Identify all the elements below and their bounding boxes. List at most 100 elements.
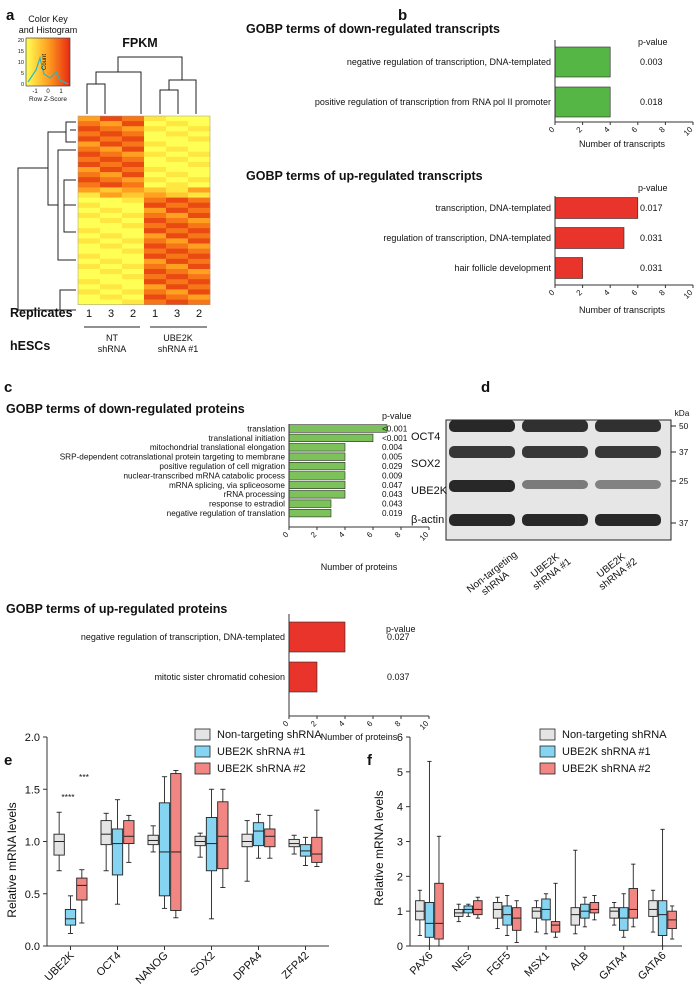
proteins-down-pvalue: 0.004 [382,443,403,452]
proteins-up-pvalue: 0.037 [387,672,410,682]
proteins-up-label: negative regulation of transcription, DN… [81,632,285,642]
heatmap-cell [78,279,101,285]
heatmap-cell [100,151,123,158]
heatmap-cell [100,289,123,295]
kda-marker: 37 [679,518,689,528]
heatmap-cell [166,187,189,193]
heatmap-cell [144,177,167,183]
proteins-down-pvalue: 0.043 [382,500,403,509]
heatmap-cell [100,218,123,224]
transcripts-up-title: GOBP terms of up-regulated transcripts [246,169,483,183]
heatmap-cell [188,172,211,178]
proteins-down-bar [288,452,346,461]
panel-f-letter: f [367,752,373,769]
panel-f-ytick-label: 3 [397,837,403,849]
heatmap-cell [166,121,189,127]
heatmap-cell [100,197,123,203]
heatmap-cell [166,223,189,229]
proteins-up-bar [288,661,318,693]
heatmap-cell [166,197,189,203]
panel-f-ytick-label: 4 [397,802,403,814]
transcripts-down-xlabel: Number of transcripts [579,139,666,149]
panel-a: a Color Key and Histogram Count 0 5 10 1… [6,7,211,354]
proteins-down-title: GOBP terms of down-regulated proteins [6,402,245,416]
heatmap-cell [166,274,189,280]
heatmap-cell [188,299,211,305]
column-dendrogram [86,56,197,114]
heatmap-cell [188,248,211,254]
heatmap-cell [166,177,189,183]
proteins-up-xlabel: Number of proteins [321,732,398,742]
heatmap-cell [144,131,167,137]
heatmap-cell [100,156,123,163]
heatmap-cell [78,151,101,158]
panel-f-box [550,921,561,933]
protein-label: SOX2 [411,458,440,470]
heatmap-cell [100,187,123,193]
heatmap-cell [144,146,167,152]
heatmap-cell [144,274,167,280]
heatmap-cell [78,284,101,290]
heatmap-cell [78,161,101,168]
heatmap-cell [166,126,189,132]
panel-e-box [147,834,159,846]
color-key-subtitle: and Histogram [19,25,78,35]
blot-protein-labels: OCT4 SOX2 UBE2K β-actin [411,431,448,526]
proteins-up-pheader: p-value [386,624,416,634]
heatmap-cell [166,253,189,260]
replicate-number: 1 [86,308,92,320]
transcripts-up-xlabel: Number of transcripts [579,305,666,315]
heatmap-cell [78,202,101,209]
panel-b-letter: b [398,7,407,24]
heatmap-cell [188,289,211,295]
heatmap-cell [188,263,211,270]
heatmap-cell [78,167,101,173]
transcripts-up-label: regulation of transcription, DNA-templat… [383,233,551,243]
heatmap-cell [166,116,189,122]
replicate-number: 1 [152,308,158,320]
panel-e-box [194,835,206,847]
transcripts-down-label: positive regulation of transcription fro… [315,97,551,107]
panel-e-box [299,844,312,857]
heatmap-cell [144,121,167,127]
legend-swatch [539,745,556,758]
heatmap-cell [166,289,189,295]
proteins-down-pvalue: <0.001 [382,424,408,433]
heatmap-cell [188,228,211,234]
heatmap-cell [144,192,167,198]
legend-label: Non-targeting shRNA [562,729,667,741]
panel-e-box [217,801,229,870]
proteins-up-ticklabel: 2 [309,719,319,729]
proteins-down-label: negative regulation of translation [167,509,286,518]
legend-swatch [194,745,211,758]
heatmap-cell [78,172,101,178]
heatmap-cell [144,187,167,193]
heatmap-cell [78,212,101,219]
panel-f-box [570,907,581,926]
blot-band [522,480,588,489]
heatmap-cell [166,212,189,219]
heatmap-cell [144,151,167,158]
heatmap-cell [188,233,211,239]
transcripts-up-ticklabel: 10 [682,288,695,301]
proteins-down-bar [288,424,388,433]
color-key-frame [25,37,71,87]
heatmap-cell [144,238,167,244]
heatmap-cell [144,116,167,122]
legend-swatch [539,728,556,741]
proteins-down-pvalue: 0.019 [382,509,403,518]
heatmap-cell [78,187,101,193]
heatmap-cell [122,177,145,183]
heatmap-cell [122,182,145,188]
sig-marker-2: *** [79,772,90,782]
heatmap-cell [144,182,167,188]
heatmap-cell [166,284,189,290]
panel-d: d kDa OCT4 SOX2 UBE2K β-actin 50 37 25 3… [411,379,690,598]
group-nt-line1: NT [106,333,118,343]
panel-e-ytick-label: 2.0 [25,732,40,744]
heatmap-cell [100,284,123,290]
panel-e-ylabel: Relative mRNA levels [5,802,19,917]
legend-swatch [194,728,211,741]
heatmap-cell [144,172,167,178]
